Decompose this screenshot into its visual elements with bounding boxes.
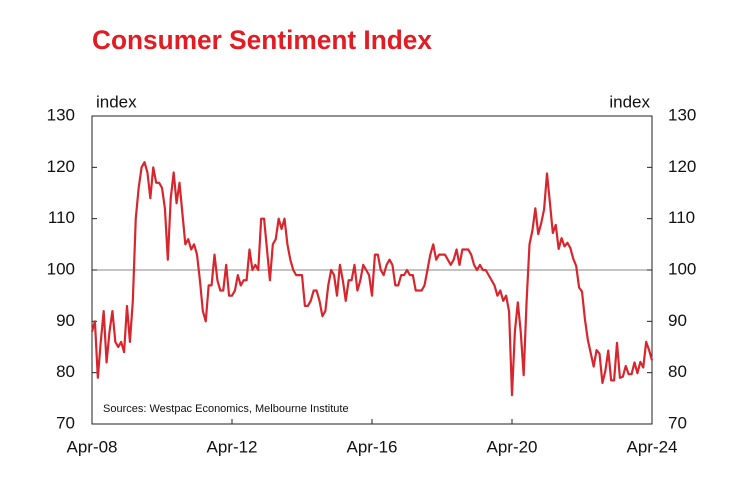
- source-note: Sources: Westpac Economics, Melbourne In…: [103, 403, 349, 415]
- x-tick-label: Apr-16: [346, 437, 397, 456]
- y2-tick-label: 130: [668, 105, 696, 124]
- series-line: [90, 161, 654, 397]
- x-tick-label: Apr-20: [486, 437, 537, 456]
- y-tick-label: 110: [48, 208, 75, 227]
- y-tick-label: 90: [56, 311, 75, 330]
- x-tick-label: Apr-12: [206, 437, 257, 456]
- y-axis-label: index: [96, 92, 137, 111]
- y2-tick-label: 70: [668, 413, 687, 432]
- y-tick-label: 100: [47, 259, 75, 278]
- x-tick-label: Apr-08: [66, 437, 117, 456]
- y-tick-label: 80: [56, 362, 75, 381]
- y2-axis-label: index: [609, 92, 650, 111]
- y-tick-label: 130: [47, 105, 75, 124]
- y-tick-label: 120: [47, 157, 75, 176]
- y2-tick-label: 120: [668, 157, 696, 176]
- y2-tick-label: 90: [668, 311, 687, 330]
- y2-tick-label: 100: [668, 259, 696, 278]
- y2-tick-label: 80: [668, 362, 687, 381]
- x-tick-label: Apr-24: [626, 437, 677, 456]
- chart-title: Consumer Sentiment Index: [92, 25, 432, 55]
- y2-tick-label: 110: [668, 208, 695, 227]
- y-tick-label: 70: [56, 413, 75, 432]
